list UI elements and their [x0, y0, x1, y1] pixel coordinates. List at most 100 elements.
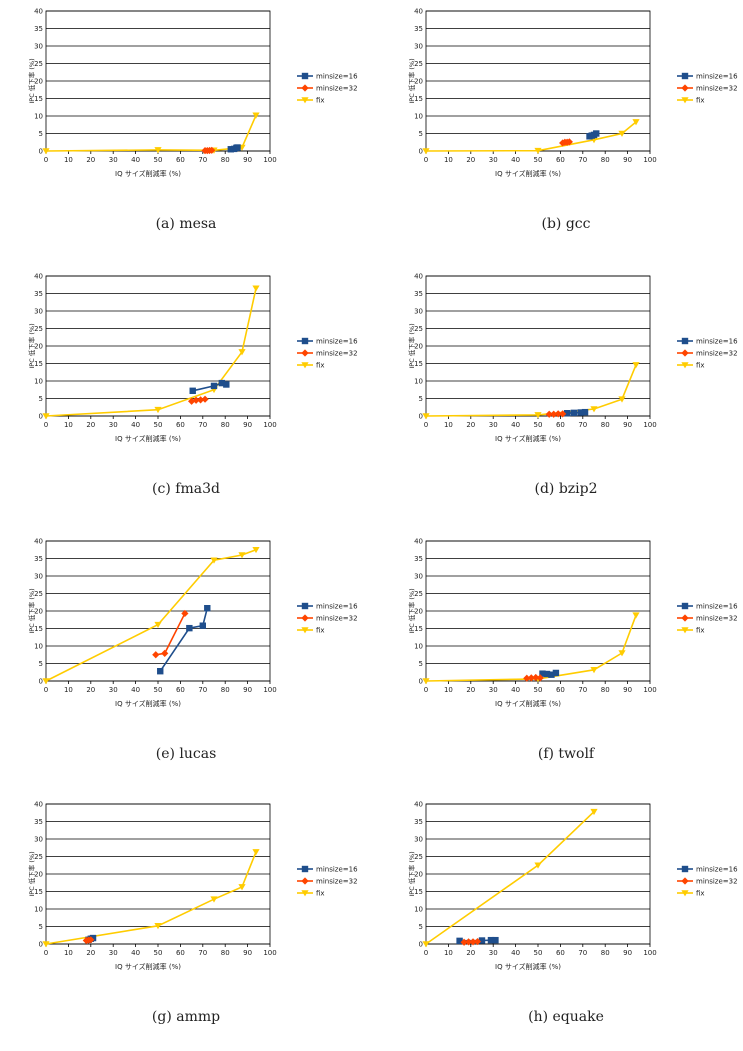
legend-label: minsize=16 — [696, 603, 738, 611]
x-tick-label: 0 — [424, 686, 428, 694]
x-tick-label: 60 — [176, 949, 185, 957]
y-tick-label: 40 — [34, 801, 43, 809]
x-tick-label: 80 — [221, 421, 230, 429]
legend-label: minsize=16 — [696, 73, 738, 81]
x-tick-label: 80 — [221, 156, 230, 164]
y-tick-label: 30 — [34, 836, 43, 844]
x-axis-label: IQ サイズ削減率 (%) — [495, 169, 561, 178]
data-point — [582, 409, 588, 415]
y-tick-label: 0 — [419, 678, 423, 686]
x-tick-label: 10 — [444, 156, 453, 164]
x-tick-label: 0 — [424, 421, 428, 429]
x-tick-label: 90 — [623, 686, 632, 694]
y-tick-label: 5 — [39, 660, 43, 668]
subfigure-caption: (b) gcc — [380, 216, 743, 232]
y-tick-label: 0 — [39, 678, 43, 686]
x-tick-label: 40 — [131, 156, 140, 164]
y-tick-label: 35 — [414, 25, 423, 33]
legend-label: minsize=16 — [316, 73, 358, 81]
y-tick-label: 40 — [414, 538, 423, 546]
legend-marker — [681, 614, 688, 621]
legend-label: minsize=32 — [696, 615, 738, 623]
y-tick-label: 40 — [414, 8, 423, 16]
legend-marker — [302, 338, 308, 344]
legend-label: minsize=32 — [316, 878, 358, 886]
y-tick-label: 35 — [414, 818, 423, 826]
y-tick-label: 40 — [414, 273, 423, 281]
legend-label: fix — [696, 627, 705, 635]
y-tick-label: 5 — [39, 923, 43, 931]
data-point — [223, 381, 229, 387]
y-axis-label: IPC 低下率 (%) — [27, 323, 36, 368]
x-tick-label: 20 — [86, 686, 95, 694]
y-tick-label: 0 — [39, 941, 43, 949]
x-tick-label: 70 — [578, 156, 587, 164]
x-tick-label: 10 — [444, 686, 453, 694]
x-tick-label: 80 — [601, 686, 610, 694]
x-tick-label: 60 — [556, 949, 565, 957]
y-axis-label: IPC 低下率 (%) — [407, 588, 416, 633]
legend-label: fix — [696, 97, 705, 105]
legend-marker — [302, 603, 308, 609]
x-tick-label: 0 — [44, 156, 48, 164]
legend-marker — [301, 84, 308, 91]
legend-label: fix — [696, 890, 705, 898]
x-tick-label: 40 — [131, 686, 140, 694]
x-tick-label: 90 — [243, 686, 252, 694]
series-minsize=16 — [564, 409, 588, 416]
x-tick-label: 30 — [489, 949, 498, 957]
y-tick-label: 30 — [34, 308, 43, 316]
x-tick-label: 20 — [86, 949, 95, 957]
x-tick-label: 20 — [466, 156, 475, 164]
x-tick-label: 0 — [44, 686, 48, 694]
subfigure-caption: (c) fma3d — [0, 481, 372, 497]
x-tick-label: 30 — [489, 421, 498, 429]
y-axis-label: IPC 低下率 (%) — [407, 851, 416, 896]
y-axis-label: IPC 低下率 (%) — [407, 323, 416, 368]
y-tick-label: 35 — [34, 818, 43, 826]
x-tick-label: 50 — [154, 686, 163, 694]
y-tick-label: 40 — [414, 801, 423, 809]
y-tick-label: 10 — [34, 378, 43, 386]
legend-label: fix — [696, 362, 705, 370]
x-tick-label: 100 — [263, 421, 276, 429]
y-tick-label: 40 — [34, 8, 43, 16]
x-tick-label: 50 — [154, 421, 163, 429]
legend-label: minsize=32 — [696, 350, 738, 358]
y-axis-label: IPC 低下率 (%) — [27, 588, 36, 633]
y-axis-label: IPC 低下率 (%) — [27, 851, 36, 896]
y-tick-label: 10 — [414, 378, 423, 386]
x-axis-label: IQ サイズ削減率 (%) — [495, 962, 561, 971]
legend-marker — [301, 877, 308, 884]
x-tick-label: 60 — [176, 686, 185, 694]
subfigure-caption: (g) ammp — [0, 1009, 372, 1025]
x-tick-label: 80 — [601, 156, 610, 164]
x-tick-label: 100 — [643, 686, 656, 694]
subfigure-caption: (a) mesa — [0, 216, 372, 232]
y-tick-label: 10 — [414, 113, 423, 121]
legend-label: minsize=16 — [696, 866, 738, 874]
x-tick-label: 100 — [263, 949, 276, 957]
x-tick-label: 100 — [643, 421, 656, 429]
legend: minsize=16 minsize=32 fix — [677, 603, 738, 635]
data-point — [186, 625, 192, 631]
y-tick-label: 5 — [39, 130, 43, 138]
x-tick-label: 100 — [263, 156, 276, 164]
y-tick-label: 0 — [39, 413, 43, 421]
x-tick-label: 60 — [556, 156, 565, 164]
legend-marker — [682, 603, 688, 609]
data-point — [553, 670, 559, 676]
subfigure-caption: (e) lucas — [0, 746, 372, 762]
subfigure-caption: (h) equake — [380, 1009, 743, 1025]
x-tick-label: 0 — [44, 949, 48, 957]
x-tick-label: 90 — [623, 949, 632, 957]
y-tick-label: 30 — [34, 573, 43, 581]
x-tick-label: 90 — [243, 421, 252, 429]
